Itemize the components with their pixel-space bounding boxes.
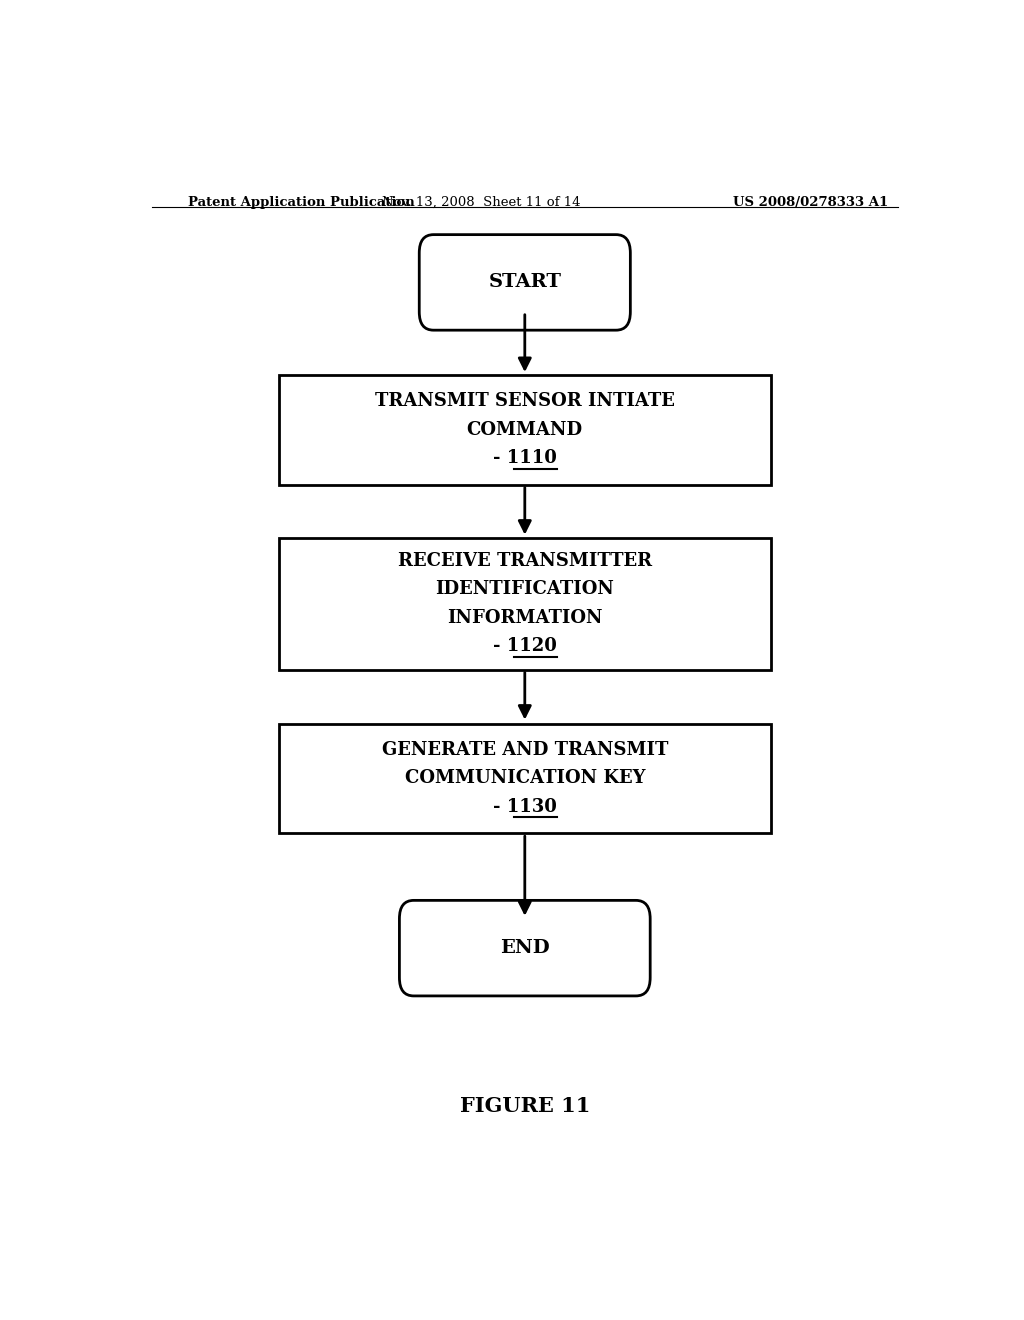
FancyBboxPatch shape [419, 235, 631, 330]
Text: RECEIVE TRANSMITTER: RECEIVE TRANSMITTER [397, 552, 652, 570]
Text: INFORMATION: INFORMATION [447, 609, 602, 627]
Text: IDENTIFICATION: IDENTIFICATION [435, 581, 614, 598]
Text: START: START [488, 273, 561, 292]
Text: FIGURE 11: FIGURE 11 [460, 1096, 590, 1115]
Text: GENERATE AND TRANSMIT: GENERATE AND TRANSMIT [382, 741, 668, 759]
FancyBboxPatch shape [399, 900, 650, 995]
Text: - 1120: - 1120 [493, 638, 557, 655]
Text: COMMAND: COMMAND [467, 421, 583, 438]
Bar [279, 723, 771, 833]
Bar [279, 537, 771, 669]
Text: END: END [500, 939, 550, 957]
Text: TRANSMIT SENSOR INTIATE: TRANSMIT SENSOR INTIATE [375, 392, 675, 411]
Text: - 1130: - 1130 [493, 797, 557, 816]
Bar [279, 375, 771, 484]
Text: - 1110: - 1110 [493, 449, 557, 467]
Text: US 2008/0278333 A1: US 2008/0278333 A1 [733, 195, 888, 209]
Text: COMMUNICATION KEY: COMMUNICATION KEY [404, 770, 645, 788]
Text: Patent Application Publication: Patent Application Publication [187, 195, 415, 209]
Text: Nov. 13, 2008  Sheet 11 of 14: Nov. 13, 2008 Sheet 11 of 14 [382, 195, 581, 209]
